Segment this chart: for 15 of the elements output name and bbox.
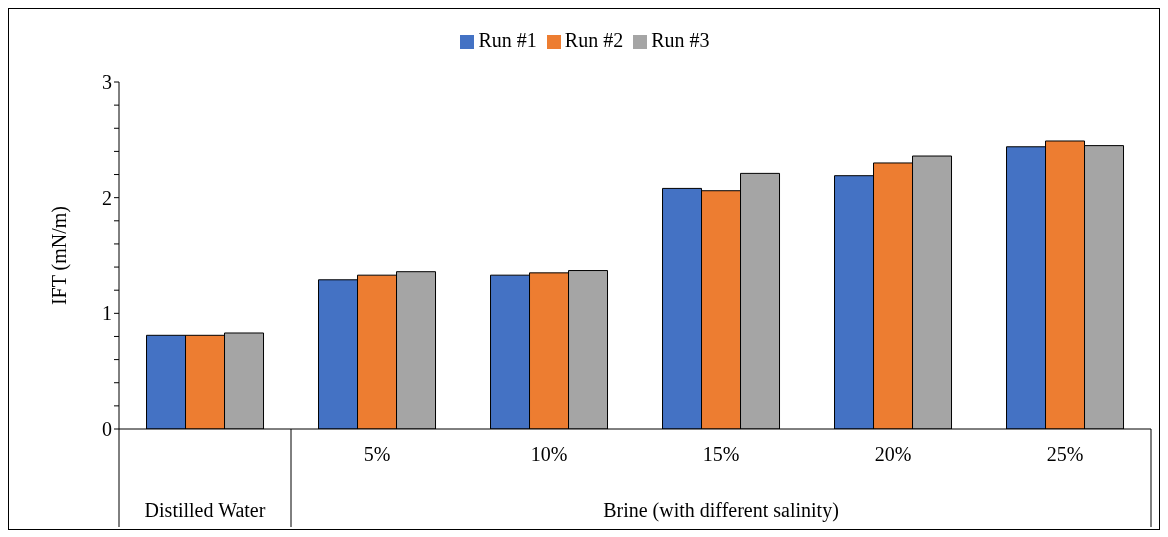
x-tick-label: 25% bbox=[1046, 443, 1084, 465]
legend-label: Run #1 bbox=[478, 29, 537, 51]
x-tick-label: 15% bbox=[702, 443, 740, 465]
x-tick-label: 5% bbox=[363, 443, 391, 465]
y-tick-label: 0 bbox=[102, 418, 112, 441]
text: Brine (with different salinity) bbox=[603, 499, 839, 522]
x-tick-label: 10% bbox=[530, 443, 568, 465]
y-tick-label: 2 bbox=[102, 186, 112, 209]
x-tick-label: 20% bbox=[874, 443, 912, 465]
y-tick-label: 1 bbox=[102, 302, 112, 325]
text: Distilled Water bbox=[144, 499, 266, 521]
y-tick-label: 3 bbox=[102, 71, 112, 94]
legend-label: Run #3 bbox=[651, 29, 710, 51]
legend-label: Run #2 bbox=[564, 29, 624, 51]
y-axis-title: IFT (mN/m) bbox=[48, 205, 72, 306]
